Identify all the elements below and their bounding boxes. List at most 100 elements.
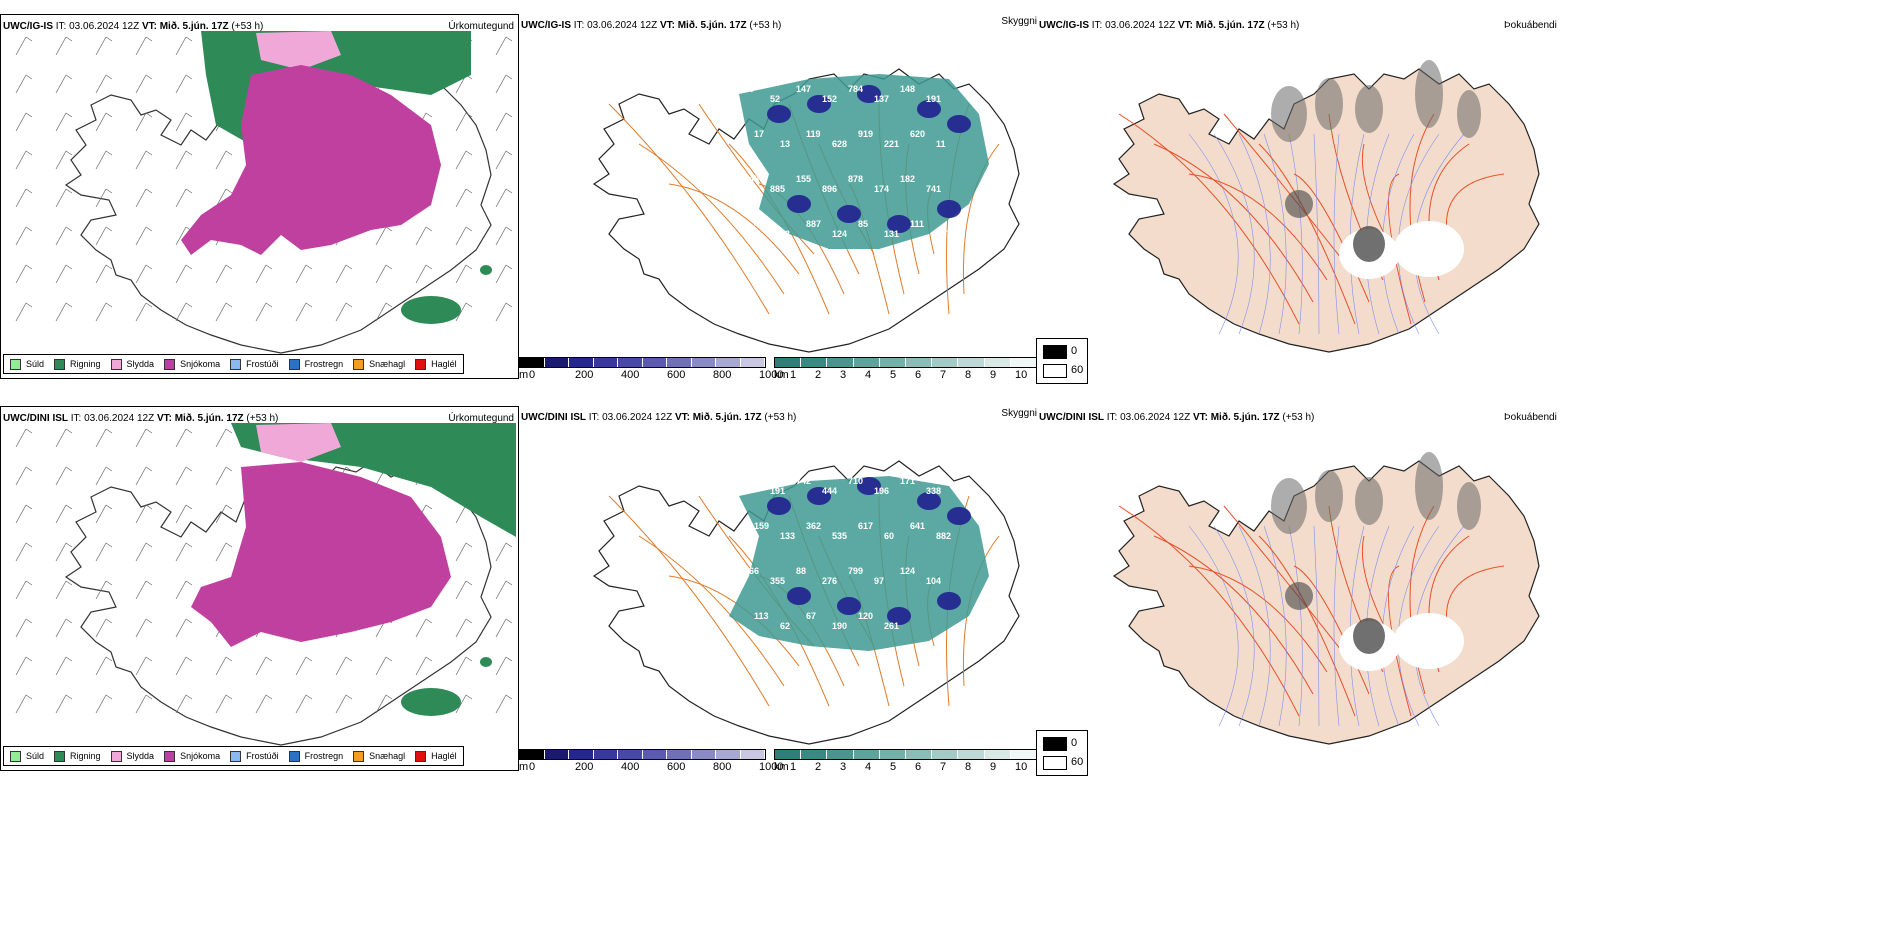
visibility-value: 641 [910, 521, 926, 531]
visibility-value: 60 [884, 531, 895, 541]
panel-product-label: Skyggni [1001, 16, 1037, 27]
visibility-value: 887 [806, 219, 822, 229]
visibility-value: 741 [926, 184, 942, 194]
panel-product-label: Úrkomutegund [448, 21, 514, 32]
visibility-tick: 6 [915, 761, 922, 773]
fog-map [1112, 60, 1540, 353]
visibility-value: 355 [770, 576, 786, 586]
height-tick: 200 [575, 369, 594, 381]
visibility-value: 182 [900, 174, 916, 184]
visibility-tick: 6 [915, 369, 922, 381]
legend-item: Snjókoma [164, 358, 220, 370]
fog-panel-row1: UWC/IG-IS IT: 03.06.2024 12Z VT: Mið. 5.… [1036, 14, 1900, 384]
height-tick: 800 [713, 761, 732, 773]
visibility-value: 120 [858, 611, 874, 621]
visibility-tick: 7 [940, 761, 947, 773]
legend-item: Haglél [415, 750, 457, 762]
fog-map [1112, 452, 1540, 745]
visibility-value: 187 [936, 229, 952, 239]
legend-label: Snjókoma [180, 751, 221, 761]
precip-type-legend: Súld Rigning Slydda Snjókoma Frostúði Frostre… [3, 354, 464, 374]
visibility-value: 133 [780, 531, 796, 541]
panel-title: UWC/IG-IS IT: 03.06.2024 12Z VT: Mið. 5.… [3, 21, 264, 32]
legend-swatch [288, 750, 300, 762]
visibility-value: 85 [858, 219, 869, 229]
legend-item: Súld [10, 358, 45, 370]
visibility-value: 111 [910, 219, 925, 229]
visibility-tick: 1 [790, 761, 797, 773]
visibility-value: 137 [874, 94, 890, 104]
visibility-tick: 9 [990, 369, 997, 381]
legend-swatch [10, 750, 21, 762]
height-unit: m [519, 761, 529, 773]
legend-item: Rigning [54, 750, 101, 762]
visibility-value: 152 [822, 94, 838, 104]
legend-label: Frostregn [304, 751, 344, 761]
visibility-tick: 4 [865, 369, 872, 381]
visibility-tick: 1 [790, 369, 797, 381]
visibility-value: 147 [796, 84, 812, 94]
legend-label: Súld [26, 359, 45, 369]
visibility-value: 620 [910, 129, 926, 139]
legend-label: Slydda [126, 751, 155, 761]
legend-label: Frostregn [304, 359, 344, 369]
visibility-value: 88 [796, 566, 807, 576]
visibility-value: 131 [884, 229, 900, 239]
visibility-value: 896 [822, 184, 838, 194]
visibility-map [592, 460, 1020, 745]
visibility-value: 191 [770, 486, 786, 496]
legend-label: Frostúði [246, 751, 279, 761]
legend-swatch [54, 358, 66, 370]
visibility-value: 190 [832, 621, 848, 631]
visibility-value: 17 [754, 129, 765, 139]
visibility-value: 878 [848, 174, 864, 184]
visibility-value: 159 [754, 521, 770, 531]
legend-swatch [230, 358, 242, 370]
visibility-value: 124 [900, 566, 916, 576]
legend-swatch [164, 358, 176, 370]
panel-title: UWC/DINI ISL IT: 03.06.2024 12Z VT: Mið.… [521, 412, 797, 423]
visibility-tick: 3 [840, 761, 847, 773]
legend-swatch [415, 750, 427, 762]
height-tick: 0 [529, 369, 536, 381]
legend-item: Rigning [54, 358, 101, 370]
height-tick: 400 [621, 761, 640, 773]
visibility-value: 742 [796, 476, 812, 486]
visibility-value: 93 [780, 229, 791, 239]
visibility-value: 168 [744, 476, 760, 486]
height-tick: 1000 [759, 761, 784, 773]
visibility-value: 535 [832, 531, 848, 541]
precip-panel-row1: UWC/IG-IS IT: 03.06.2024 12Z VT: Mið. 5.… [0, 14, 519, 379]
precip-type-legend: Súld Rigning Slydda Snjókoma Frostúði Frostre… [3, 746, 464, 766]
legend-item: Haglél [415, 358, 457, 370]
legend-swatch [288, 358, 300, 370]
visibility-tick: 3 [840, 369, 847, 381]
visibility-tick: 10 [1015, 761, 1028, 773]
fog-product-label: Þokuábendi [1504, 20, 1557, 31]
visibility-tick: 2 [815, 761, 822, 773]
precip-map [15, 423, 516, 746]
visibility-value: 104 [926, 576, 942, 586]
legend-swatch [10, 358, 21, 370]
height-colorbar-strip [519, 749, 766, 760]
visibility-value: 52 [770, 94, 781, 104]
visibility-value: 171 [900, 476, 916, 486]
visibility-value: 90 [744, 84, 755, 94]
height-tick: 200 [575, 761, 594, 773]
legend-swatch [230, 750, 242, 762]
height-tick: 800 [713, 369, 732, 381]
height-tick: 600 [667, 761, 686, 773]
panel-title: UWC/IG-IS IT: 03.06.2024 12Z VT: Mið. 5.… [1039, 20, 1300, 31]
fog-panel-row2: UWC/DINI ISL IT: 03.06.2024 12Z VT: Mið.… [1036, 406, 1900, 776]
legend-item: Súld [10, 750, 44, 762]
visibility-value: 97 [874, 576, 885, 586]
visibility-value: 261 [884, 621, 900, 631]
visibility-colorbar-strip [774, 749, 1038, 760]
visibility-value: 148 [900, 84, 916, 94]
visibility-tick: 5 [890, 761, 897, 773]
visibility-tick: 2 [815, 369, 822, 381]
legend-item: Slydda [110, 358, 154, 370]
visibility-tick: 8 [965, 369, 972, 381]
height-tick: 0 [529, 761, 536, 773]
visibility-unit: km [774, 761, 789, 773]
